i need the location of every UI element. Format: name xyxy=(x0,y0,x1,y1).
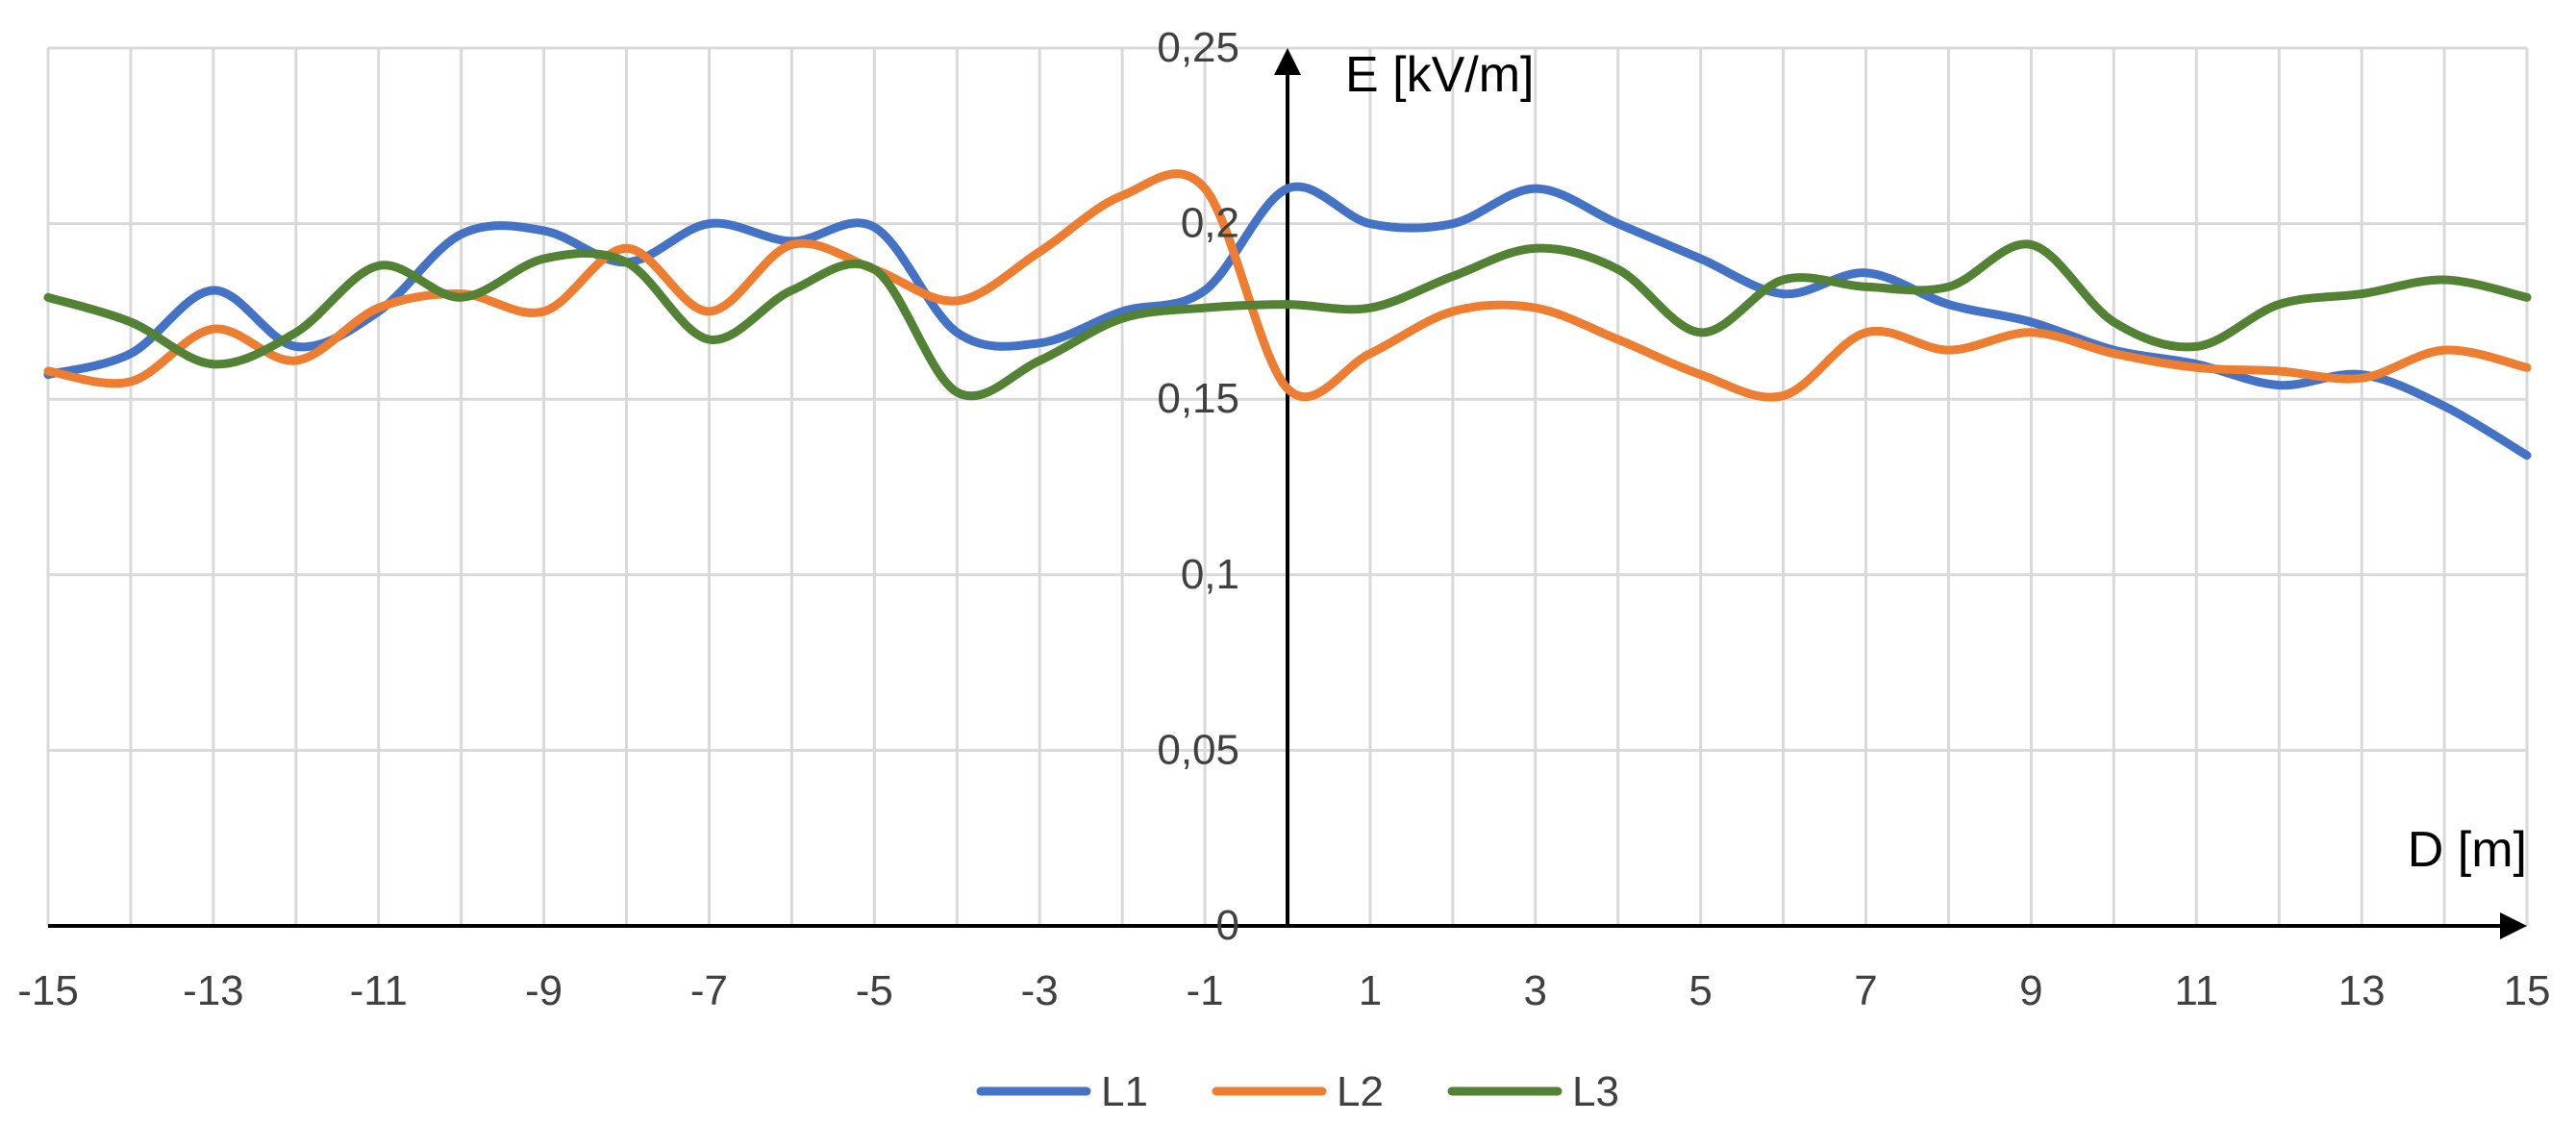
x-axis-title: D [m] xyxy=(2408,822,2527,878)
legend-label-l2: L2 xyxy=(1337,1068,1384,1115)
x-tick-label: -5 xyxy=(856,967,893,1014)
y-tick-label: 0,1 xyxy=(1181,551,1239,598)
y-tick-label: 0 xyxy=(1216,902,1239,949)
series-layer xyxy=(43,169,2532,461)
x-tick-label: -13 xyxy=(183,967,244,1014)
x-tick-label: 3 xyxy=(1524,967,1547,1014)
y-tick-label: 0,15 xyxy=(1157,375,1239,422)
x-tick-label: 15 xyxy=(2504,967,2551,1014)
x-tick-label: -15 xyxy=(17,967,79,1014)
y-axis-arrow xyxy=(1274,48,1301,75)
x-tick-label: 1 xyxy=(1359,967,1382,1014)
x-tick-label: 13 xyxy=(2338,967,2386,1014)
legend-label-l3: L3 xyxy=(1572,1068,1619,1115)
legend-label-l1: L1 xyxy=(1101,1068,1148,1115)
x-tick-label: -11 xyxy=(350,967,408,1014)
y-tick-label: 0,2 xyxy=(1181,200,1239,247)
y-tick-labels: 0 0,05 0,1 0,15 0,2 0,25 xyxy=(1157,24,1239,949)
x-tick-label: 11 xyxy=(2174,967,2218,1014)
legend: L1 L2 L3 xyxy=(976,1068,1619,1115)
x-tick-label: -7 xyxy=(690,967,728,1014)
x-tick-label: -3 xyxy=(1021,967,1059,1014)
x-tick-label: 9 xyxy=(2019,967,2042,1014)
x-tick-label: -9 xyxy=(525,967,563,1014)
x-tick-labels: -15 -13 -11 -9 -7 -5 -3 -1 1 3 5 7 9 11 13 15 xyxy=(17,967,2550,1014)
series-line-l3 xyxy=(43,239,2532,401)
x-tick-label: 7 xyxy=(1854,967,1877,1014)
axes xyxy=(48,48,2527,939)
x-tick-label: 5 xyxy=(1688,967,1712,1014)
y-axis-title: E [kV/m] xyxy=(1345,47,1534,103)
y-tick-label: 0,05 xyxy=(1157,726,1239,773)
x-tick-label: -1 xyxy=(1187,967,1224,1014)
x-gridlines xyxy=(46,48,2529,926)
y-tick-label: 0,25 xyxy=(1157,24,1239,71)
x-axis-arrow xyxy=(2500,912,2527,939)
